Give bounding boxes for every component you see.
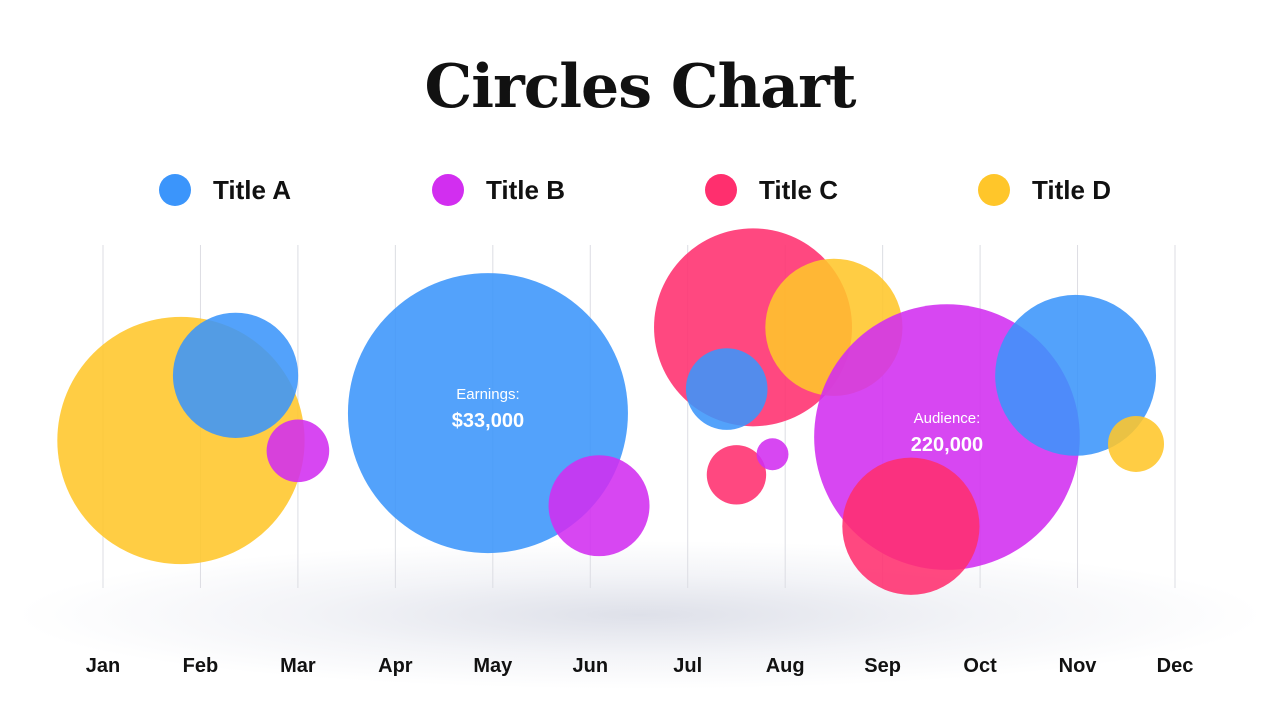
x-tick-label-apr: Apr [378,655,413,677]
x-tick-label-mar: Mar [280,655,316,677]
legend-label-c: Title C [759,174,838,205]
bubble-annotation-value: $33,000 [452,410,524,432]
x-tick-label-jan: Jan [86,655,120,677]
x-tick-label-nov: Nov [1059,655,1098,677]
legend-swatch-a [159,174,191,206]
bubbles [57,228,1165,595]
x-tick-label-aug: Aug [766,655,805,677]
legend-item-b: Title B [432,174,565,206]
x-tick-label-feb: Feb [183,655,219,677]
floor-shadow [10,540,1270,690]
legend-label-a: Title A [213,174,292,205]
legend-swatch-c [705,174,737,206]
x-tick-label-sep: Sep [864,655,901,677]
bubble-a-1 [172,312,299,438]
x-tick-label-dec: Dec [1157,655,1194,677]
x-tick-label-may: May [473,655,513,677]
bubble-b-9 [756,438,789,471]
bubble-annotation-label: Earnings: [456,386,519,403]
x-tick-label-oct: Oct [963,655,997,677]
bubble-c-8 [706,445,767,505]
annotations: Earnings: $33,000 Audience: 220,000 [452,386,983,456]
bubble-a-7 [685,348,768,430]
legend-label-b: Title B [486,174,565,205]
chart-title: Circles Chart [424,52,857,122]
bubble-d-13 [1108,415,1165,472]
x-tick-label-jul: Jul [673,655,702,677]
legend-swatch-b [432,174,464,206]
legend-swatch-d [978,174,1010,206]
legend: Title A Title B Title C Title D [0,174,1280,214]
legend-item-d: Title D [978,174,1111,206]
bubble-annotation-value: 220,000 [911,434,983,456]
bubble-b-4 [548,455,650,557]
x-axis-labels: Jan Feb Mar Apr May Jun Jul Aug Sep Oct Nov Dec [86,655,1194,677]
bubble-a-12 [995,294,1157,456]
legend-item-a: Title A [159,174,291,206]
legend-label-d: Title D [1032,174,1111,205]
bubble-b-2 [266,419,330,483]
bubble-c-11 [842,457,980,595]
bubble-annotation-label: Audience: [914,410,981,427]
legend-item-c: Title C [705,174,838,206]
x-tick-label-jun: Jun [572,655,608,677]
